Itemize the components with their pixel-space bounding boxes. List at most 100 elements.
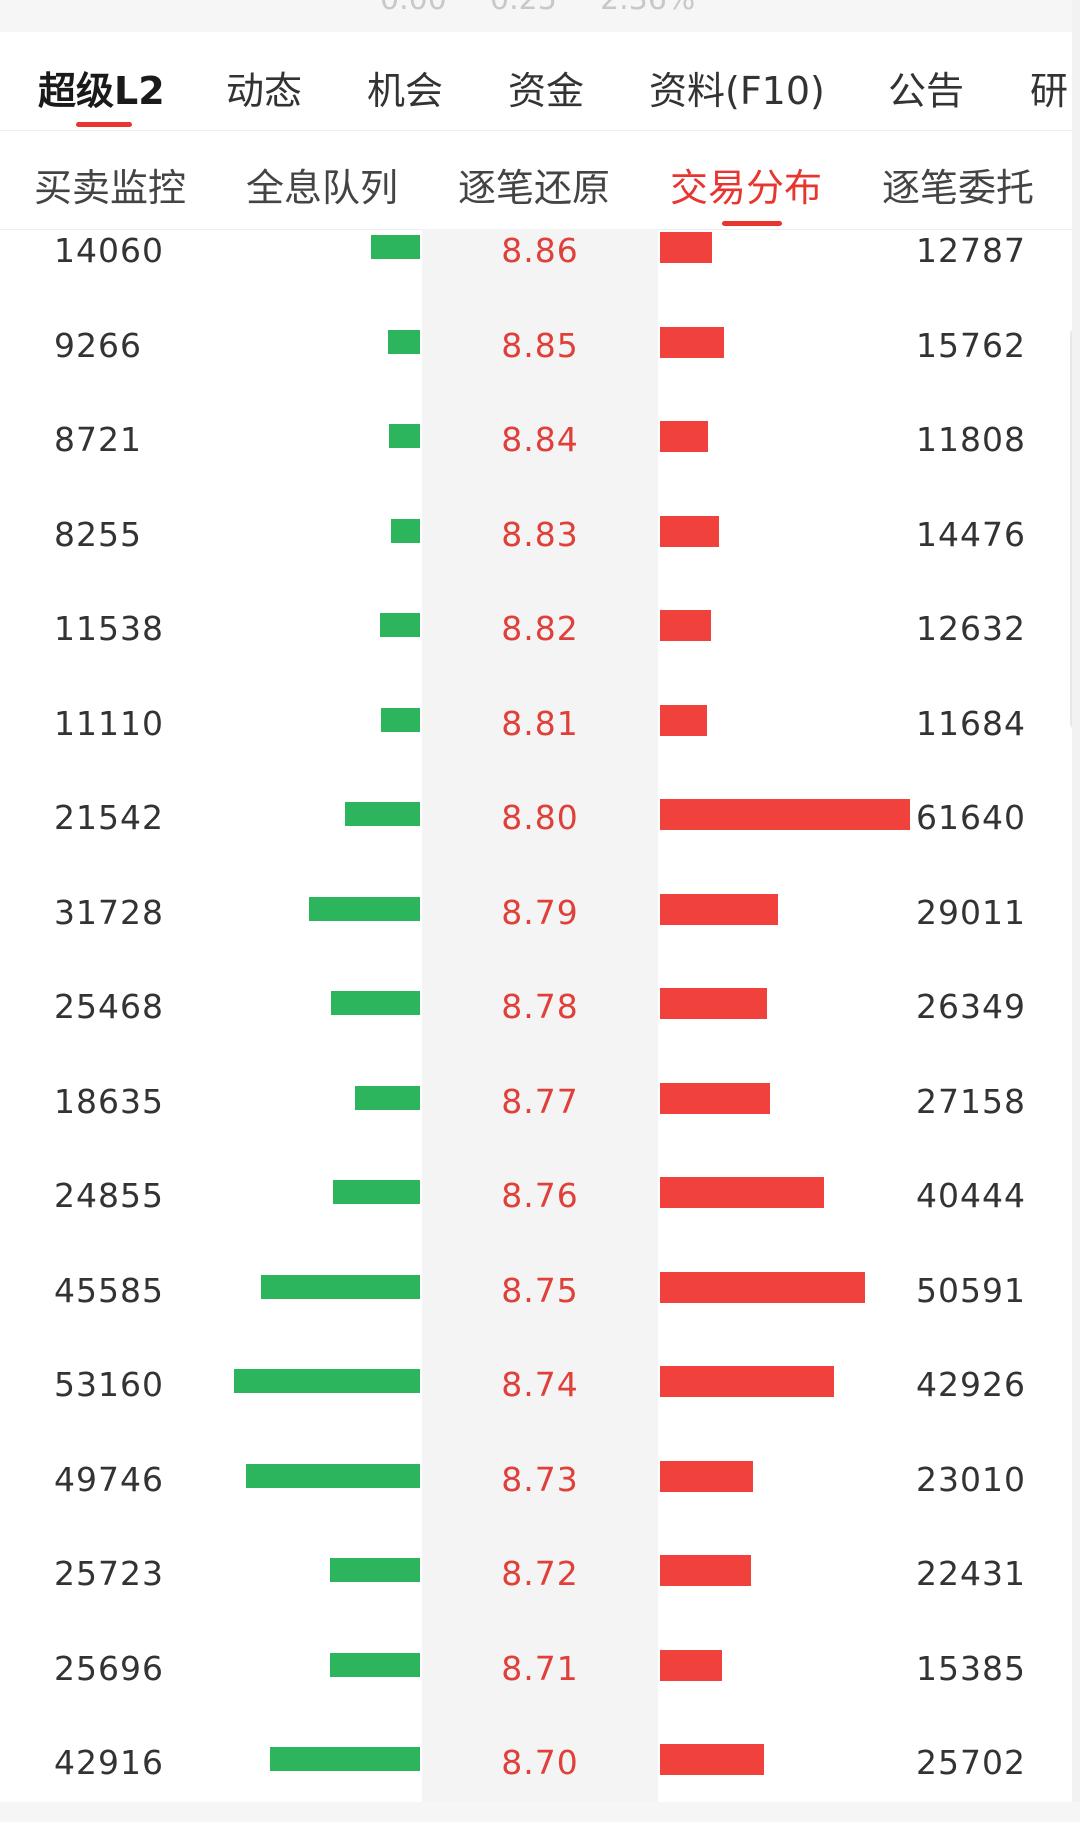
main-tab-bar: 超级L2 动态 机会 资金 资料(F10) 公告 研 [0,32,1080,130]
table-row[interactable]: 18635 8.77 27158 [0,1080,1080,1175]
sell-volume-bar [660,610,711,641]
sell-volume-bar [660,988,767,1019]
table-row[interactable]: 8255 8.83 14476 [0,513,1080,608]
table-row[interactable]: 25723 8.72 22431 [0,1552,1080,1647]
buy-volume-bar [388,329,420,354]
table-row[interactable]: 9266 8.85 15762 [0,324,1080,419]
sell-volume-bar [660,1366,834,1397]
table-row[interactable]: 25468 8.78 26349 [0,985,1080,1080]
trade-distribution-list[interactable]: 14060 8.86 12787 9266 8.85 15762 8721 8.84 11808… [0,229,1080,1802]
buy-volume-bar [380,613,420,637]
buy-volume-bar [309,896,420,921]
tab-trade-monitor[interactable]: 买卖监控 [34,166,187,210]
buy-volume-bar [381,707,420,732]
sell-volume-bar [660,799,910,830]
sell-volume-bar [660,1744,764,1775]
sell-volume-bar [660,704,707,736]
quote-change: 0.00 [380,0,447,17]
sell-volume: 25702 [916,1743,1026,1782]
buy-volume: 24855 [54,1176,164,1215]
buy-volume: 53160 [54,1365,164,1404]
buy-volume-bar [355,1085,420,1110]
table-row[interactable]: 45585 8.75 50591 [0,1269,1080,1364]
buy-volume-bar [345,802,420,826]
sell-volume: 40444 [916,1176,1026,1215]
buy-volume: 18635 [54,1081,164,1121]
buy-volume: 9266 [54,325,142,365]
table-row[interactable]: 53160 8.74 42926 [0,1363,1080,1458]
buy-volume: 25696 [54,1648,164,1688]
right-edge [1072,0,1080,1822]
sell-volume: 61640 [916,798,1026,837]
buy-volume: 42916 [54,1743,164,1782]
buy-volume-bar [246,1463,420,1488]
price-level: 8.85 [501,325,579,365]
buy-volume-bar [391,518,420,543]
sell-volume: 15385 [916,1648,1026,1688]
table-row[interactable]: 11110 8.81 11684 [0,702,1080,797]
buy-volume: 14060 [54,231,164,270]
buy-volume: 8721 [54,420,142,459]
tab-dynamics[interactable]: 动态 [226,69,303,113]
sell-volume: 50591 [916,1270,1026,1310]
sell-volume-bar [660,326,724,358]
buy-volume-bar [333,1180,420,1204]
price-level: 8.78 [501,987,579,1026]
sell-volume: 14476 [916,514,1026,554]
tab-tick-orders[interactable]: 逐笔委托 [882,166,1035,210]
table-row[interactable]: 11538 8.82 12632 [0,607,1080,702]
buy-volume-bar [234,1369,420,1393]
tab-opportunity[interactable]: 机会 [367,69,444,113]
price-level: 8.76 [501,1176,579,1215]
sell-volume: 29011 [916,892,1026,932]
table-row[interactable]: 31728 8.79 29011 [0,891,1080,986]
sell-volume-bar [660,1271,865,1303]
tab-research[interactable]: 研 [1030,69,1069,113]
buy-volume: 31728 [54,892,164,932]
bottom-strip [0,1802,1080,1822]
sub-tab-active-indicator [722,221,782,226]
table-row[interactable]: 14060 8.86 12787 [0,229,1080,324]
sell-volume-bar [660,1460,753,1492]
tab-profile-f10[interactable]: 资料(F10) [649,69,825,113]
price-level: 8.73 [501,1459,579,1499]
price-level: 8.86 [501,231,579,270]
main-tab-active-indicator [76,122,132,127]
tab-full-queue[interactable]: 全息队列 [246,166,399,210]
buy-volume-bar [270,1747,420,1771]
buy-volume-bar [371,235,420,259]
sell-volume-bar [660,1082,770,1114]
buy-volume: 45585 [54,1270,164,1310]
tab-announcements[interactable]: 公告 [888,69,965,113]
sell-volume: 27158 [916,1081,1026,1121]
table-row[interactable]: 25696 8.71 15385 [0,1647,1080,1742]
sell-volume: 12632 [916,609,1026,648]
sell-volume-bar [660,232,712,263]
price-level: 8.77 [501,1081,579,1121]
tab-funds[interactable]: 资金 [508,69,585,113]
price-level: 8.79 [501,892,579,932]
quote-change-percent: 2.36% [600,0,695,17]
sell-volume-bar [660,515,719,547]
table-row[interactable]: 8721 8.84 11808 [0,418,1080,513]
buy-volume: 25468 [54,987,164,1026]
table-row[interactable]: 21542 8.80 61640 [0,796,1080,891]
sell-volume-bar [660,1555,751,1586]
table-row[interactable]: 49746 8.73 23010 [0,1458,1080,1553]
price-level: 8.82 [501,609,579,648]
price-level: 8.72 [501,1554,579,1593]
tab-super-l2[interactable]: 超级L2 [38,69,165,113]
table-row[interactable]: 42916 8.70 25702 [0,1741,1080,1802]
sell-volume: 11684 [916,703,1026,743]
sell-volume: 23010 [916,1459,1026,1499]
sell-volume: 12787 [916,231,1026,270]
price-level: 8.75 [501,1270,579,1310]
tab-tick-restore[interactable]: 逐笔还原 [458,166,611,210]
sell-volume-bar [660,1177,824,1208]
buy-volume: 8255 [54,514,142,554]
sell-volume-bar [660,421,708,452]
buy-volume: 49746 [54,1459,164,1499]
sell-volume: 42926 [916,1365,1026,1404]
tab-trade-distribution[interactable]: 交易分布 [670,166,823,210]
table-row[interactable]: 24855 8.76 40444 [0,1174,1080,1269]
